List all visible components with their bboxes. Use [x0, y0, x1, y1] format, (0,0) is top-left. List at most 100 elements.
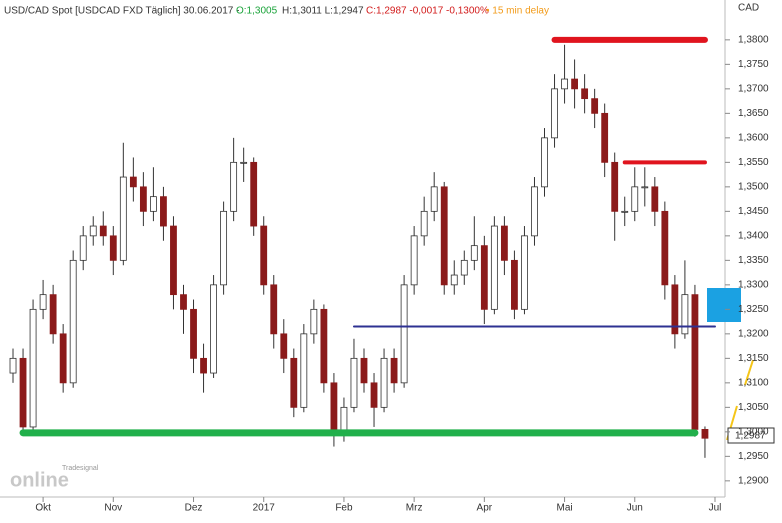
- last-price-label: 1,2987: [735, 431, 766, 442]
- candle-body: [300, 333, 308, 408]
- x-tick-label: Jun: [627, 503, 643, 514]
- candle-body: [330, 382, 338, 433]
- candle-body: [170, 225, 177, 296]
- x-tick-label: Dez: [185, 503, 203, 514]
- candle-body: [89, 225, 97, 237]
- candle-body: [641, 186, 649, 189]
- candle-body: [631, 186, 639, 212]
- x-tick-label: Mrz: [406, 503, 423, 514]
- candle-body: [280, 333, 288, 359]
- y-tick-label: 1,3500: [738, 181, 769, 192]
- candle-body: [320, 308, 328, 384]
- candle-body: [250, 161, 258, 227]
- logo-name: online: [10, 469, 69, 491]
- yellow-stroke: [744, 359, 754, 386]
- x-tick-label: Nov: [104, 503, 122, 514]
- candle-body: [109, 235, 117, 261]
- candle-body: [29, 308, 37, 428]
- candle-body: [370, 382, 378, 408]
- candle-body: [511, 259, 518, 310]
- candle-body: [490, 225, 498, 310]
- y-tick-label: 1,3550: [738, 157, 769, 168]
- candle-body: [99, 225, 107, 237]
- candle-body: [79, 235, 87, 261]
- candle-body: [310, 308, 318, 335]
- candle-body: [581, 88, 589, 100]
- candle-body: [460, 259, 468, 276]
- candle-body: [230, 161, 238, 212]
- candle-body: [541, 137, 548, 188]
- candle-body: [180, 294, 187, 310]
- header-delay: • 15 min delay: [486, 6, 549, 17]
- y-tick-label: 1,3650: [738, 108, 769, 119]
- y-tick-label: 1,3750: [738, 59, 769, 70]
- candle-body: [601, 112, 609, 163]
- candle-body: [480, 245, 488, 310]
- y-tick-label: 1,3050: [738, 402, 769, 413]
- header-symbol: USD/CAD Spot [USDCAD FXD Täglich] 30.06.…: [4, 6, 239, 17]
- candle-body: [49, 294, 57, 335]
- candle-body: [450, 274, 458, 286]
- candle-body: [500, 225, 508, 261]
- candle-body: [260, 225, 268, 286]
- y-axis-label: CAD: [738, 3, 759, 14]
- x-tick-label: Jul: [709, 503, 722, 514]
- candle-body: [360, 357, 368, 384]
- candle-body: [661, 210, 669, 286]
- x-tick-label: 2017: [253, 503, 276, 514]
- candle-body: [651, 186, 659, 212]
- candle-body: [561, 78, 568, 90]
- candle-body: [671, 284, 679, 335]
- candle-body: [220, 210, 228, 286]
- marker-box: [707, 288, 741, 322]
- y-tick-label: 1,3450: [738, 206, 769, 217]
- candle-body: [270, 284, 278, 335]
- candle-body: [571, 78, 578, 90]
- y-tick-label: 1,3400: [738, 230, 769, 241]
- header-open: O:1,3005: [236, 6, 278, 17]
- y-tick-label: 1,2950: [738, 451, 769, 462]
- candle-body: [551, 88, 558, 139]
- candle-body: [210, 284, 217, 374]
- y-tick-label: 1,3800: [738, 34, 769, 45]
- candle-body: [390, 357, 398, 384]
- candle-body: [19, 357, 27, 428]
- candle-body: [591, 98, 599, 114]
- candle-body: [119, 176, 127, 261]
- candle-body: [531, 186, 538, 237]
- header-close: C:1,2987 -0,0017 -0,1300%: [366, 6, 489, 17]
- candle-body: [621, 210, 629, 213]
- candle-body: [701, 428, 709, 439]
- y-tick-label: 1,3100: [738, 377, 769, 388]
- candle-body: [59, 333, 67, 384]
- y-tick-label: 1,3350: [738, 255, 769, 266]
- candle-body: [69, 259, 77, 384]
- y-tick-label: 1,3300: [738, 279, 769, 290]
- candle-body: [340, 406, 348, 433]
- candle-body: [440, 186, 448, 286]
- candle-body: [681, 294, 689, 335]
- candle-body: [200, 357, 207, 374]
- last-price-box: [727, 427, 775, 444]
- candle-body: [430, 186, 438, 212]
- header-high-low: H:1,3011 L:1,2947: [282, 6, 364, 17]
- y-tick-label: 1,2900: [738, 475, 769, 486]
- candle-body: [149, 196, 157, 212]
- y-tick-label: 1,3600: [738, 132, 769, 143]
- x-tick-label: Apr: [477, 503, 493, 514]
- candle-body: [240, 161, 248, 164]
- x-tick-label: Feb: [335, 503, 353, 514]
- candle-body: [380, 357, 388, 408]
- candle-body: [521, 235, 528, 310]
- candle-body: [290, 357, 298, 408]
- candle-body: [420, 210, 428, 237]
- candle-body: [190, 308, 197, 359]
- y-tick-label: 1,3700: [738, 83, 769, 94]
- candle-body: [611, 161, 619, 212]
- candle-body: [350, 357, 358, 408]
- candle-body: [410, 235, 418, 286]
- candle-body: [9, 357, 17, 374]
- y-tick-label: 1,3150: [738, 353, 769, 364]
- candle-body: [139, 186, 147, 212]
